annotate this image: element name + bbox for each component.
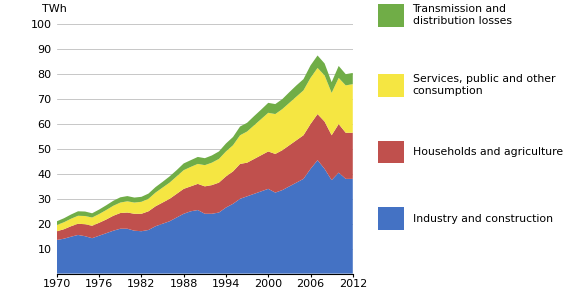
Text: TWh: TWh — [42, 4, 67, 14]
Text: Industry and construction: Industry and construction — [413, 214, 552, 224]
Text: Households and agriculture: Households and agriculture — [413, 147, 563, 157]
Text: Transmission and
distribution losses: Transmission and distribution losses — [413, 4, 512, 26]
Text: Services, public and other
consumption: Services, public and other consumption — [413, 74, 555, 96]
